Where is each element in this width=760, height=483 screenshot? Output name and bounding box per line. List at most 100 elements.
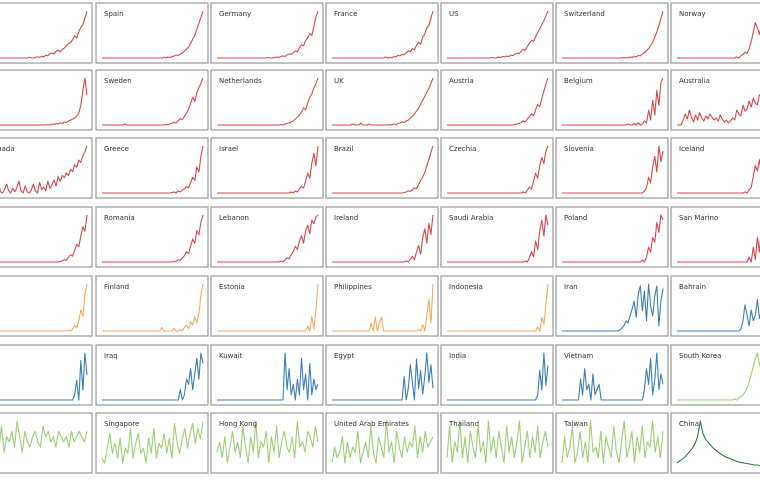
panel-frame (0, 206, 93, 268)
panel-frame (440, 2, 554, 64)
panel-frame (555, 69, 669, 131)
series-line (102, 145, 204, 194)
panel-title: Bahrain (679, 283, 706, 291)
panel: Poland (555, 206, 669, 268)
series-line (446, 420, 549, 464)
series-line (562, 283, 664, 332)
panel (0, 344, 93, 406)
panel: Indonesia (440, 275, 554, 337)
panel: Spain (95, 2, 209, 64)
panel: Taiwan (555, 412, 669, 474)
panel-title: Belgium (564, 77, 593, 85)
series-line (562, 145, 664, 194)
panel-title: Vietnam (564, 352, 593, 360)
series-line (331, 420, 434, 464)
series-line (447, 10, 549, 59)
panel-frame (0, 344, 93, 406)
panel-frame (440, 206, 554, 268)
panel: UK (325, 69, 439, 131)
panel-title: Sweden (104, 77, 132, 85)
series-line (677, 159, 760, 194)
series-line (677, 352, 760, 401)
series-line (0, 352, 88, 401)
series-line (0, 283, 88, 332)
panel-title: Iran (564, 283, 578, 291)
series-line (0, 77, 88, 126)
panel-frame (210, 344, 324, 406)
panel-title: Thailand (448, 420, 479, 428)
panel-title: Spain (104, 10, 124, 18)
panel: Bahrain (670, 275, 760, 337)
series-line (0, 420, 88, 453)
panel: Germany (210, 2, 324, 64)
panel-frame (670, 344, 760, 406)
series-line (562, 214, 664, 263)
panel-title: Brazil (334, 145, 354, 153)
panel: Greece (95, 137, 209, 199)
panel-title: United Arab Emirates (334, 420, 409, 428)
series-line (102, 283, 204, 332)
series-line (0, 214, 88, 263)
panel-frame (555, 206, 669, 268)
panel-frame (325, 137, 439, 199)
panel-title: Netherlands (219, 77, 262, 85)
panel-title: Iraq (104, 352, 118, 360)
panel: Austria (440, 69, 554, 131)
panel-title: Poland (564, 214, 587, 222)
panel-frame (0, 69, 93, 131)
panel: Hong Kong (210, 412, 324, 474)
panel-frame (440, 137, 554, 199)
series-line (217, 145, 319, 194)
panel: Iraq (95, 344, 209, 406)
panel (0, 275, 93, 337)
panel-frame (0, 275, 93, 337)
panel: Estonia (210, 275, 324, 337)
panel: Australia (670, 69, 760, 131)
series-line (216, 420, 319, 464)
panel: Iran (555, 275, 669, 337)
series-line (217, 77, 319, 126)
panel: South Korea (670, 344, 760, 406)
series-line (562, 77, 664, 126)
panel-title: Philippines (334, 283, 372, 291)
panel-title: Iceland (679, 145, 704, 153)
panel-title: Austria (449, 77, 474, 85)
panel-title: Romania (104, 214, 135, 222)
series-line (217, 283, 319, 332)
panel-frame (440, 275, 554, 337)
panel: Iceland (670, 137, 760, 199)
series-line (677, 299, 760, 332)
series-line (332, 214, 434, 263)
panel-title: Singapore (104, 420, 139, 428)
series-line (676, 420, 760, 467)
panel-title: Switzerland (564, 10, 605, 18)
panel-title: Ireland (334, 214, 358, 222)
panel-title: Lebanon (219, 214, 249, 222)
panel-title: South Korea (679, 352, 721, 360)
series-line (101, 420, 204, 464)
series-line (562, 10, 664, 59)
panel: Norway (670, 2, 760, 64)
panel-frame (210, 137, 324, 199)
series-line (0, 10, 88, 59)
panel-frame (0, 2, 93, 64)
panel-title: Canada (0, 145, 15, 153)
panel: Egypt (325, 344, 439, 406)
panel-frame (670, 2, 760, 64)
panel: Sweden (95, 69, 209, 131)
series-line (102, 10, 204, 59)
panel: Czechia (440, 137, 554, 199)
panel (0, 69, 93, 131)
panel: Slovenia (555, 137, 669, 199)
panel-title: Slovenia (564, 145, 594, 153)
panel: Brazil (325, 137, 439, 199)
series-line (217, 352, 319, 401)
panel-frame (440, 69, 554, 131)
panel-frame (210, 69, 324, 131)
series-line (332, 145, 434, 194)
panel-frame (440, 344, 554, 406)
panel: Singapore (95, 412, 209, 474)
panel: Kuwait (210, 344, 324, 406)
panel (0, 2, 93, 64)
